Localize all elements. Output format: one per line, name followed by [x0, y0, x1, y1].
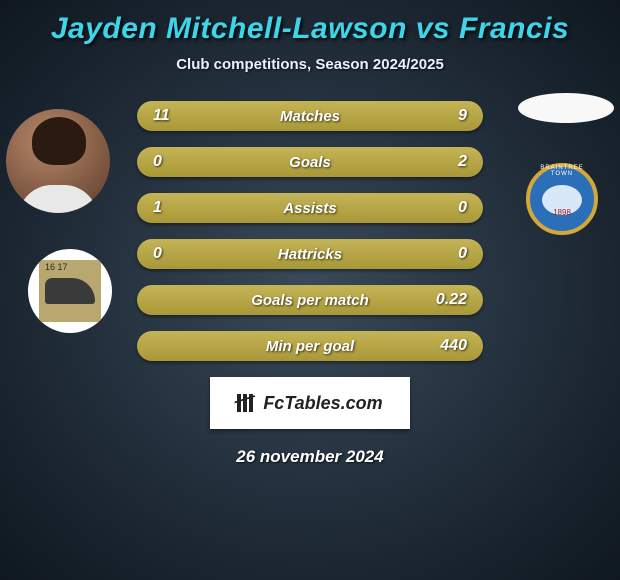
stat-left-value: 1: [153, 199, 187, 217]
club-left-badge: [28, 249, 112, 333]
brand-text: FcTables.com: [263, 393, 382, 414]
stat-row: 1 Assists 0: [137, 193, 483, 223]
comparison-subtitle: Club competitions, Season 2024/2025: [0, 56, 620, 73]
stat-row: 0 Goals 2: [137, 147, 483, 177]
stat-right-value: 9: [433, 107, 467, 125]
stat-right-value: 440: [433, 337, 467, 355]
stat-label: Hattricks: [187, 246, 433, 263]
stat-right-value: 0: [433, 245, 467, 263]
club-right-crest-icon: BRAINTREE TOWN: [526, 163, 598, 235]
stat-left-value: 0: [153, 245, 187, 263]
player-left-block: [6, 109, 110, 213]
chart-icon: [237, 394, 259, 412]
stat-left-value: 0: [153, 153, 187, 171]
player-right-block: [518, 93, 614, 153]
stat-right-value: 2: [433, 153, 467, 171]
player-left-avatar: [6, 109, 110, 213]
stat-left-value: 11: [153, 107, 187, 125]
stat-row: 0 Hattricks 0: [137, 239, 483, 269]
stat-right-value: 0: [433, 199, 467, 217]
club-right-block: BRAINTREE TOWN: [520, 157, 604, 241]
club-left-block: [28, 249, 112, 333]
comparison-title: Jayden Mitchell-Lawson vs Francis: [0, 12, 620, 46]
stat-right-value: 0.22: [433, 291, 467, 309]
stat-row: Goals per match 0.22: [137, 285, 483, 315]
brand-box: FcTables.com: [210, 377, 410, 429]
stat-row: Min per goal 440: [137, 331, 483, 361]
brand-label: FcTables.com: [237, 393, 382, 414]
player-right-placeholder-icon: [518, 93, 614, 123]
club-right-badge: BRAINTREE TOWN: [520, 157, 604, 241]
stats-list: 11 Matches 9 0 Goals 2 1 Assists 0 0 Hat…: [137, 101, 483, 361]
footer-date: 26 november 2024: [0, 447, 620, 467]
stat-label: Goals: [187, 154, 433, 171]
stat-label: Min per goal: [187, 338, 433, 355]
stat-label: Assists: [187, 200, 433, 217]
stat-label: Matches: [187, 108, 433, 125]
stat-label: Goals per match: [187, 292, 433, 309]
stat-row: 11 Matches 9: [137, 101, 483, 131]
infographic-root: Jayden Mitchell-Lawson vs Francis Club c…: [0, 0, 620, 467]
content-area: BRAINTREE TOWN 11 Matches 9 0 Goals 2 1 …: [0, 101, 620, 467]
club-left-crest-icon: [39, 260, 101, 322]
club-right-ring-text: BRAINTREE TOWN: [530, 165, 594, 177]
